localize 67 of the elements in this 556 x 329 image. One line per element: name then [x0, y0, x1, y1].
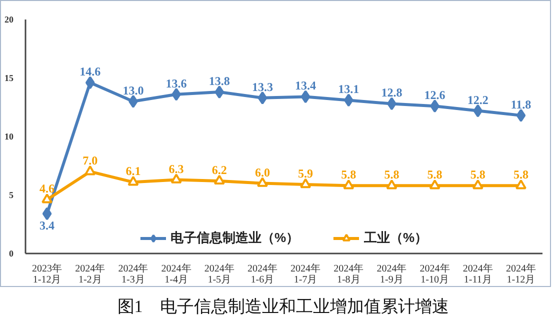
x-tick-label: 2024年 1-7月 — [290, 262, 321, 286]
data-label: 3.4 — [40, 218, 55, 233]
data-label: 6.0 — [254, 165, 270, 180]
x-tick-label: 2024年 1-3月 — [118, 262, 148, 286]
point — [472, 179, 484, 190]
data-label: 5.8 — [470, 168, 486, 182]
x-tick-label: 2024年 1-5月 — [204, 262, 234, 286]
data-label: 13.3 — [252, 80, 273, 94]
point — [473, 104, 483, 118]
x-tick-label: 2024年 1-8月 — [334, 262, 364, 286]
point — [430, 100, 440, 113]
point — [214, 86, 224, 99]
y-tick-label: 15 — [4, 73, 14, 83]
point — [42, 193, 53, 204]
data-label: 5.8 — [513, 168, 528, 182]
point — [429, 179, 440, 190]
point — [128, 94, 138, 108]
point — [170, 174, 182, 184]
data-label: 13.1 — [338, 82, 360, 96]
y-tick-label: 10 — [4, 132, 14, 142]
data-label: 5.8 — [427, 168, 442, 182]
point — [300, 90, 310, 104]
data-label: 13.0 — [122, 83, 144, 98]
point — [85, 76, 95, 90]
data-label: 12.8 — [381, 86, 402, 100]
point — [387, 97, 396, 110]
x-tick-label: 2024年 1-4月 — [161, 262, 192, 286]
data-label: 13.6 — [166, 76, 187, 90]
point — [516, 108, 526, 122]
point — [172, 88, 181, 101]
point — [515, 179, 526, 190]
y-tick-label: 5 — [9, 190, 14, 200]
point — [258, 91, 268, 104]
data-label: 5.8 — [384, 168, 400, 182]
data-label: 12.6 — [424, 88, 446, 102]
text: 图1 电子信息制造业和工业增加值累计增速 — [117, 296, 449, 318]
point — [256, 177, 268, 187]
point — [128, 176, 139, 186]
point — [386, 179, 398, 190]
data-label: 13.4 — [295, 78, 316, 93]
legend-label: 电子信息制造业（%） — [170, 229, 299, 247]
legend-label: 工业（%） — [364, 229, 428, 247]
x-tick-label: 2024年 1-11月 — [462, 262, 493, 286]
x-tick-label: 2023年 1-12月 — [32, 262, 62, 286]
x-tick-label: 2024年 1-10月 — [420, 262, 450, 286]
point — [344, 94, 354, 107]
data-label: 12.2 — [467, 92, 488, 107]
data-label: 13.8 — [208, 74, 230, 88]
data-label: 4.6 — [40, 182, 55, 196]
x-tick-label: 2024年 1-6月 — [247, 262, 278, 286]
data-label: 6.3 — [168, 162, 184, 176]
data-label: 14.6 — [80, 64, 101, 79]
data-label: 7.0 — [82, 154, 98, 168]
data-label: 6.2 — [212, 162, 227, 177]
point — [84, 165, 96, 176]
x-tick-label: 2024年 1-12月 — [506, 262, 536, 286]
data-label: 11.8 — [510, 97, 532, 112]
x-tick-label: 2024年 1-9月 — [376, 262, 407, 286]
x-tick-label: 2024年 1-2月 — [75, 262, 106, 286]
data-label: 5.9 — [298, 166, 314, 180]
point — [214, 174, 225, 185]
data-label: 6.1 — [126, 164, 141, 178]
y-tick-label: 20 — [4, 14, 14, 24]
point — [343, 179, 354, 190]
data-label: 5.8 — [341, 168, 356, 182]
point — [300, 178, 312, 188]
y-tick-label: 0 — [9, 248, 14, 258]
